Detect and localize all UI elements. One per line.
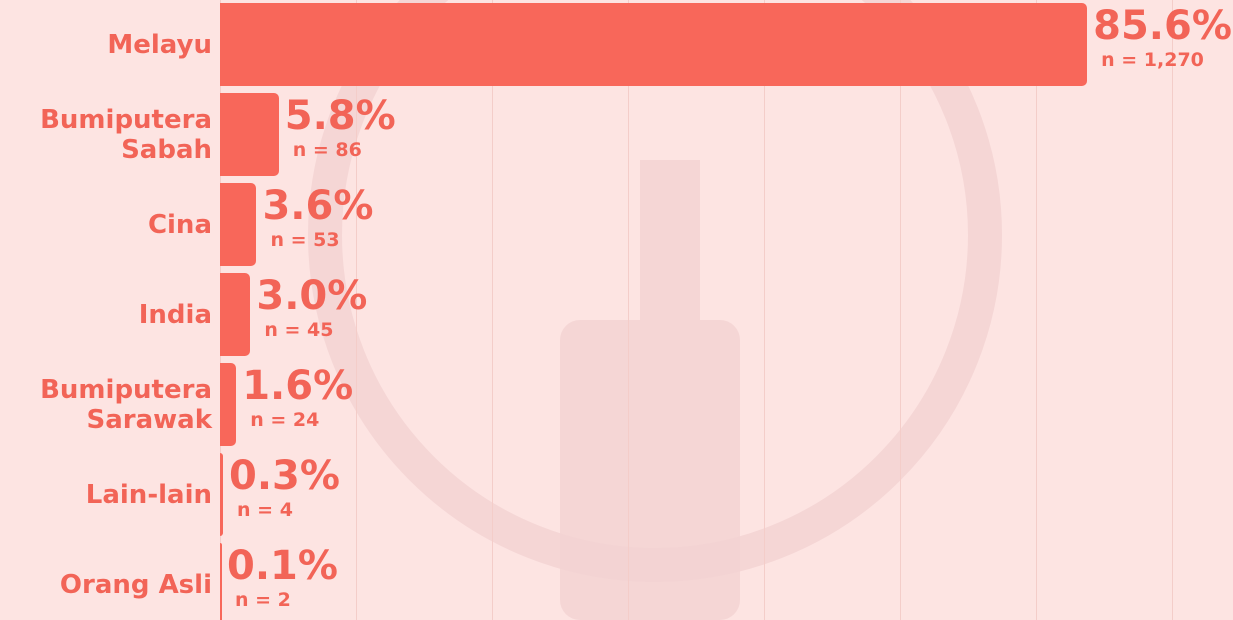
count-label: n = 86: [292, 139, 362, 161]
value-label: 85.6%: [1093, 3, 1232, 49]
category-label: Orang Asli: [59, 569, 212, 600]
bar: [220, 543, 222, 620]
grid-line: [492, 0, 493, 620]
value-label: 3.6%: [262, 183, 374, 229]
grid-line: [628, 0, 629, 620]
grid-line: [1172, 0, 1173, 620]
value-label: 1.6%: [242, 363, 354, 409]
bar: [220, 363, 237, 446]
count-label: n = 45: [264, 319, 334, 341]
category-label: Melayu: [107, 29, 212, 60]
bar: [220, 183, 257, 266]
value-label: 0.1%: [227, 543, 338, 589]
count-label: n = 24: [250, 409, 320, 431]
category-label: India: [138, 299, 212, 330]
grid-line: [764, 0, 765, 620]
count-label: n = 1,270: [1101, 49, 1204, 71]
count-label: n = 53: [270, 229, 340, 251]
grid-line: [356, 0, 357, 620]
value-label: 3.0%: [256, 273, 368, 319]
bar: [220, 273, 251, 356]
count-label: n = 2: [235, 589, 291, 611]
category-label: Lain-lain: [85, 479, 212, 510]
category-label: Bumiputera Sarawak: [40, 374, 212, 435]
bar: [220, 453, 224, 536]
value-label: 0.3%: [229, 453, 340, 499]
category-label: Cina: [147, 209, 212, 240]
category-label: Bumiputera Sabah: [40, 104, 212, 165]
value-label: 5.8%: [284, 93, 396, 139]
grid-line: [1036, 0, 1037, 620]
bar: [220, 3, 1088, 86]
grid-line: [900, 0, 901, 620]
bar: [220, 93, 279, 176]
count-label: n = 4: [237, 499, 293, 521]
